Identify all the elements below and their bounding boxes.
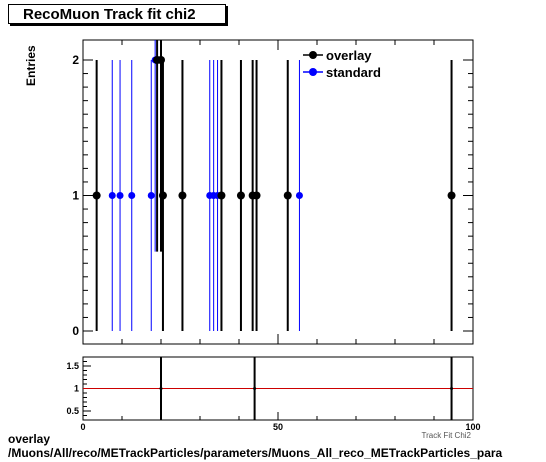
legend-label-standard: standard bbox=[326, 65, 381, 80]
overlay-point bbox=[217, 191, 226, 200]
ratio-y-tick-label: 1.5 bbox=[66, 361, 79, 371]
ratio-point bbox=[159, 387, 163, 390]
standard-point bbox=[116, 192, 124, 199]
legend-label-overlay: overlay bbox=[326, 48, 372, 63]
main-axis-ticks: 0 1 2 bbox=[72, 40, 474, 344]
standard-point bbox=[108, 192, 116, 199]
overlay-point bbox=[158, 191, 167, 200]
overlay-point bbox=[178, 191, 187, 200]
overlay-point bbox=[92, 191, 101, 200]
legend-marker-standard bbox=[309, 68, 317, 76]
ratio-x-tick-label: 0 bbox=[80, 422, 85, 432]
y-axis-label: Entries bbox=[24, 45, 38, 86]
overlay-point bbox=[283, 191, 292, 200]
ratio-x-tick-label: 100 bbox=[465, 422, 480, 432]
standard-point bbox=[295, 192, 303, 199]
standard-point bbox=[128, 192, 136, 199]
overlay-point bbox=[252, 191, 261, 200]
overlay-point bbox=[447, 191, 456, 200]
standard-point bbox=[147, 192, 155, 199]
caption-line-2: /Muons/All/reco/METrackParticles/paramet… bbox=[8, 446, 503, 460]
ratio-y-tick-label: 1 bbox=[74, 384, 79, 394]
main-y-tick-label: 0 bbox=[72, 324, 79, 338]
ratio-point bbox=[253, 387, 257, 390]
ratio-data-marks bbox=[83, 357, 473, 420]
ratio-x-tick-label: 50 bbox=[273, 422, 283, 432]
chart-title: RecoMuon Track fit chi2 bbox=[8, 4, 226, 24]
main-data-marks bbox=[92, 40, 456, 331]
x-axis-label-partial: Track Fit Chi2 bbox=[422, 431, 472, 440]
main-plot-frame bbox=[82, 39, 474, 345]
caption-line-1: overlay bbox=[8, 432, 51, 446]
ratio-y-tick-label: 0.5 bbox=[66, 406, 79, 416]
overlay-point bbox=[236, 191, 245, 200]
ratio-point bbox=[450, 387, 454, 390]
main-y-tick-label: 1 bbox=[72, 189, 79, 203]
legend: overlay standard bbox=[303, 48, 381, 80]
main-plot-border bbox=[82, 39, 474, 345]
legend-marker-overlay bbox=[309, 51, 317, 59]
main-y-tick-label: 2 bbox=[72, 53, 79, 67]
